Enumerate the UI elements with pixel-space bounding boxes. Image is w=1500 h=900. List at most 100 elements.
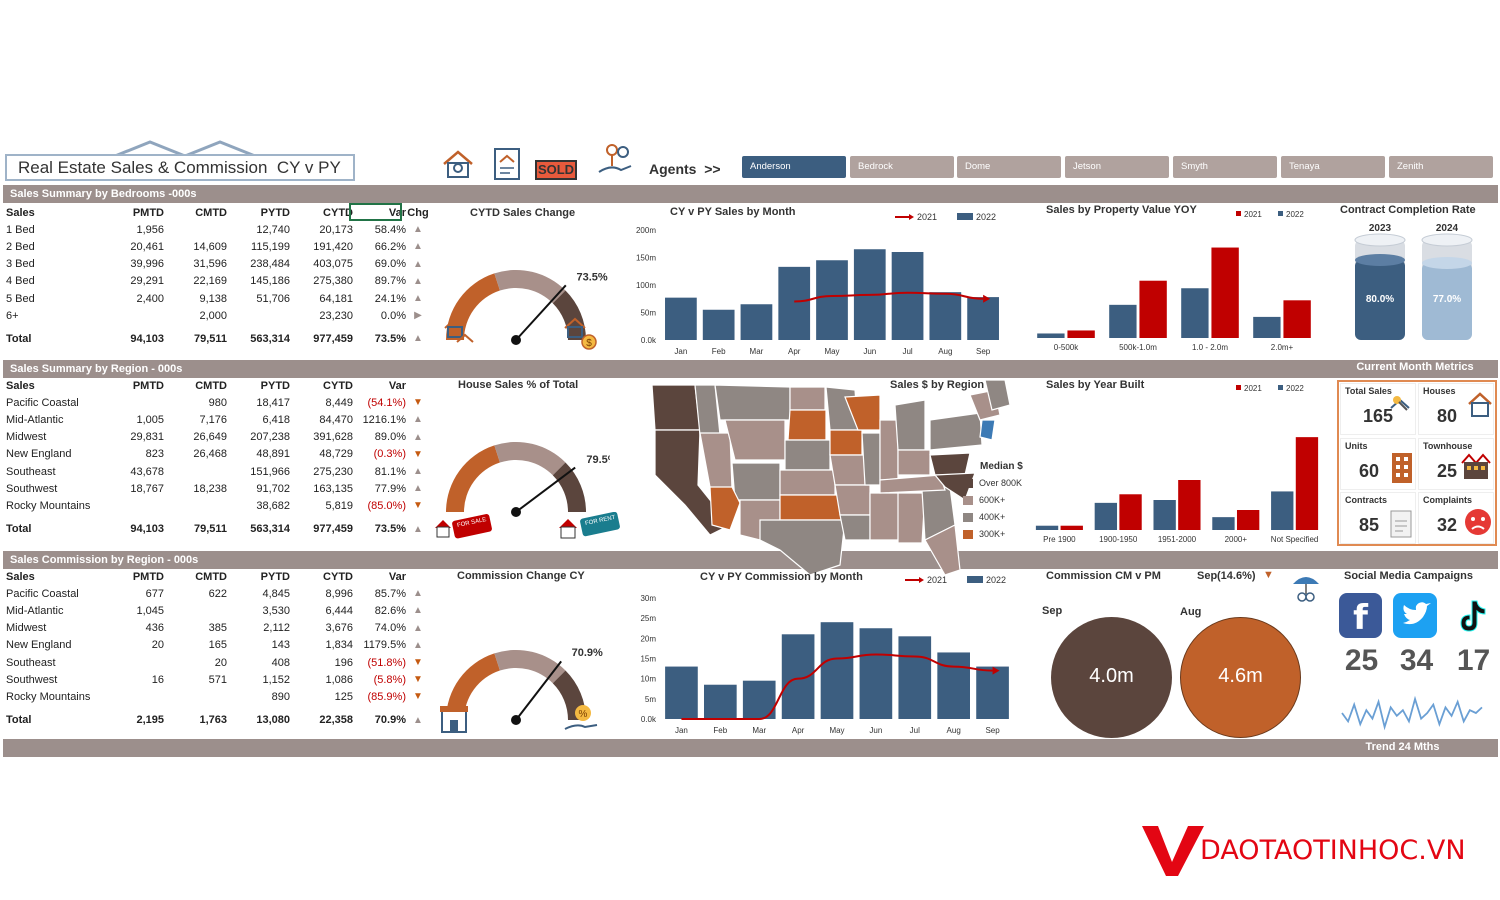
row-label: Rocky Mountains <box>6 499 91 512</box>
facebook-icon[interactable]: f <box>1339 593 1382 638</box>
table-cell: 145,186 <box>250 275 290 288</box>
tiktok-icon[interactable] <box>1448 593 1494 638</box>
table-cell: 391,628 <box>313 431 353 444</box>
table-cell: 12,740 <box>256 223 290 236</box>
table-cell: 165 <box>208 639 227 652</box>
var-cell-selected[interactable] <box>349 203 402 221</box>
up-arrow-icon: ▲ <box>413 483 423 495</box>
x-tick-label: 2000+ <box>1225 535 1248 544</box>
table-cell: (85.9%) <box>367 690 406 703</box>
bar-2022 <box>1212 517 1235 530</box>
x-tick-label: 1900-1950 <box>1099 535 1138 544</box>
up-arrow-icon: ▲ <box>413 523 423 535</box>
cm-value: 4.0m <box>1089 665 1134 687</box>
gauge-value-label: 73.5% <box>576 271 607 283</box>
row-label: Southwest <box>6 482 58 495</box>
x-tick-label: May <box>829 726 844 735</box>
bar-2022 <box>891 252 924 340</box>
table-cell: 74.0% <box>374 622 406 635</box>
metric-label: Contracts <box>1345 495 1388 505</box>
agent-button-tenaya[interactable]: Tenaya <box>1281 156 1385 178</box>
table-cell: 6,444 <box>325 604 353 617</box>
column-header: CMTD <box>195 206 227 219</box>
legend-swatch <box>963 530 973 540</box>
y-tick-label: 10m <box>640 675 656 684</box>
table-cell: 81.1% <box>374 465 406 478</box>
table-cell: 22,358 <box>319 714 353 727</box>
total-row: Total 94,103 79,511 563,314 977,459 73.5% ▲ <box>6 330 430 347</box>
metric-label: Total Sales <box>1345 386 1392 396</box>
house-exchange-icon <box>444 317 474 343</box>
agent-button-bedrock[interactable]: Bedrock <box>850 156 954 178</box>
agent-button-smyth[interactable]: Smyth <box>1173 156 1277 178</box>
agent-button-anderson[interactable]: Anderson <box>742 156 846 178</box>
contract-house-icon <box>494 148 520 180</box>
property-value-title: Sales by Property Value YOY <box>1046 204 1197 216</box>
table-cell: 408 <box>271 656 290 669</box>
y-tick-label: 15m <box>640 655 656 664</box>
map-legend-item: 400K+ <box>963 512 1005 523</box>
cm-pm-change: (14.6%) <box>1217 570 1256 582</box>
gauge-band-mid <box>494 270 566 304</box>
bar-2022 <box>1153 500 1176 530</box>
x-tick-label: Aug <box>938 347 952 356</box>
right-arrow-icon: ▶ <box>414 310 422 322</box>
x-tick-label: Apr <box>792 726 805 735</box>
table-cell: 69.0% <box>374 258 406 271</box>
table-row: 6+ 2,000 23,230 0.0% ▶ <box>6 307 430 324</box>
table-cell <box>164 463 227 480</box>
line-2021 <box>681 653 993 720</box>
table-cell: 9,138 <box>199 292 227 305</box>
bar-2022 <box>967 297 999 340</box>
table-cell <box>164 602 227 619</box>
table-cell <box>116 497 164 514</box>
property-value-legend: 2021 2022 <box>1236 210 1304 219</box>
x-tick-label: May <box>824 347 839 356</box>
table-cell: 16 <box>151 673 164 686</box>
x-tick-label: Jul <box>910 726 920 735</box>
bar-2022 <box>702 309 735 340</box>
y-tick-label: 20m <box>640 634 656 643</box>
row-label: Mid-Atlantic <box>6 413 64 426</box>
agent-button-dome[interactable]: Dome <box>957 156 1061 178</box>
y-tick-label: 50m <box>640 309 656 318</box>
agent-button-zenith[interactable]: Zenith <box>1389 156 1493 178</box>
bar-2022 <box>816 260 848 340</box>
gauge-3-title: Commission Change CY <box>457 570 585 582</box>
contract-year-label: 2024 <box>1436 223 1459 234</box>
table-cell: 980 <box>208 396 227 409</box>
svg-text:$: $ <box>586 338 592 349</box>
x-tick-label: 1951-2000 <box>1158 535 1197 544</box>
cylinder-fill-top <box>1355 254 1405 266</box>
row-label: New England <box>6 448 72 461</box>
table-cell: 1216.1% <box>362 413 406 426</box>
x-tick-label: Not Specified <box>1271 535 1319 544</box>
table-cell: 977,459 <box>313 332 353 345</box>
metric-value: 60 <box>1359 461 1380 481</box>
bar-2022 <box>820 622 854 719</box>
row-label: Rocky Mountains <box>6 690 91 703</box>
table-cell: 2,112 <box>263 622 290 635</box>
up-arrow-icon: ▲ <box>413 622 423 634</box>
bar-2022 <box>1253 316 1281 338</box>
bar-2022 <box>929 292 962 340</box>
bar-2022 <box>937 652 970 719</box>
metric-houses: Houses 80 <box>1418 383 1494 435</box>
twitter-icon[interactable] <box>1393 593 1437 638</box>
gauge-value-label: 70.9% <box>572 647 603 659</box>
table-cell <box>164 497 227 514</box>
region-table: Sales PMTD CMTD PYTD CYTD Var Pacific Coastal 9… <box>6 377 430 538</box>
row-label: Total <box>6 523 32 536</box>
table-cell: 1,834 <box>325 639 353 652</box>
metrics-grid <box>1337 380 1497 546</box>
table-cell: 163,135 <box>313 482 353 495</box>
table-cell: 385 <box>208 622 227 635</box>
gauge-band-high <box>552 462 586 512</box>
agent-button-jetson[interactable]: Jetson <box>1065 156 1169 178</box>
table-row: New England 20 165 143 1,834 1179.5% ▲ <box>6 637 430 654</box>
cm-label: Sep <box>1042 605 1063 617</box>
bar-2022 <box>1109 304 1137 338</box>
table-cell: 31,596 <box>193 258 227 271</box>
sales-month-chart: 0.0k 50m 100m 150m 200m Jan Feb Mar Apr May Jun Jul… <box>636 226 999 356</box>
gauge-pivot <box>511 715 521 725</box>
